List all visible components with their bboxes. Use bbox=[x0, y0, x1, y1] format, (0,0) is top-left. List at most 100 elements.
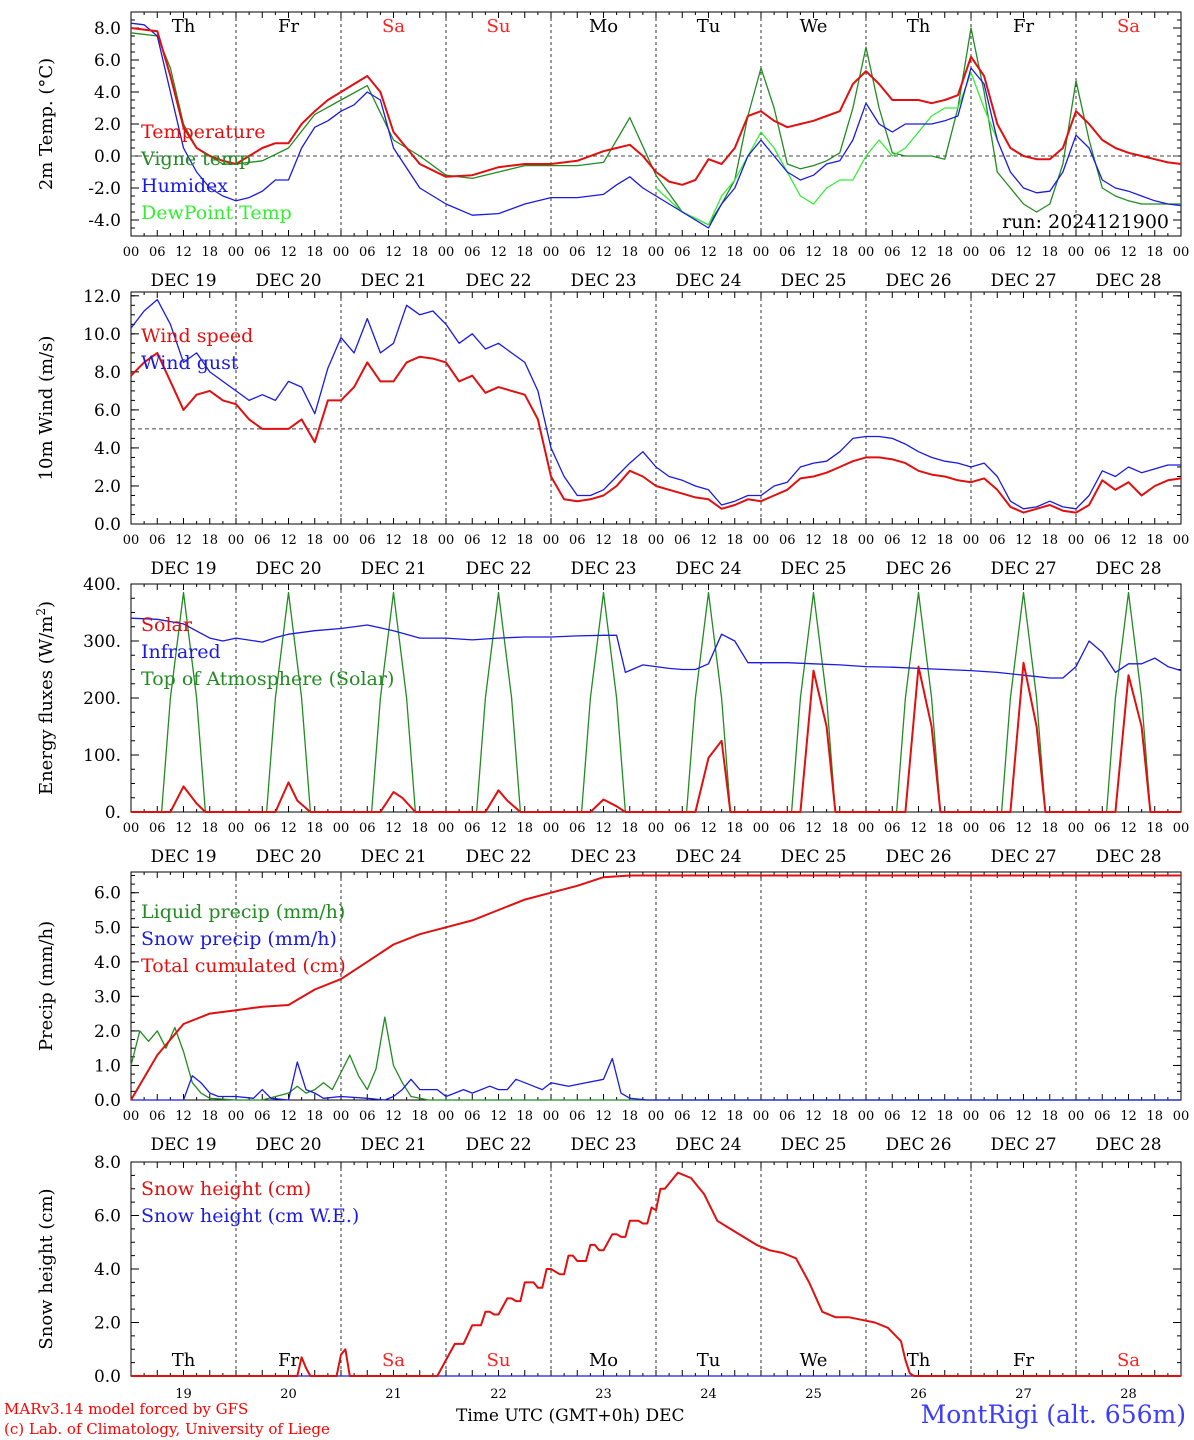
hour-tick-label: 18 bbox=[201, 533, 218, 548]
y-tick-label: 0.0 bbox=[94, 1091, 121, 1111]
y-tick-label: 4.0 bbox=[94, 439, 121, 459]
legend-entry: Total cumulated (cm) bbox=[141, 955, 346, 977]
y-tick-label: 8.0 bbox=[94, 1153, 121, 1173]
hour-tick-label: 18 bbox=[831, 1109, 848, 1124]
hour-tick-label: 12 bbox=[1120, 1109, 1137, 1124]
date-label: DEC 23 bbox=[570, 1135, 636, 1155]
hour-tick-label: 06 bbox=[359, 821, 376, 836]
day-number-label: 24 bbox=[700, 1387, 717, 1402]
superscript: 2 bbox=[34, 608, 48, 616]
hour-tick-label: 18 bbox=[516, 245, 533, 260]
date-label: DEC 20 bbox=[255, 847, 321, 867]
hour-tick-label: 18 bbox=[1146, 1109, 1163, 1124]
hour-tick-label: 12 bbox=[595, 245, 612, 260]
day-number-label: 27 bbox=[1015, 1387, 1032, 1402]
y-tick-label: 0. bbox=[105, 803, 121, 823]
hour-tick-label: 06 bbox=[359, 245, 376, 260]
hour-tick-label: 18 bbox=[516, 533, 533, 548]
hour-tick-label: 12 bbox=[490, 821, 507, 836]
hour-tick-label: 12 bbox=[490, 1109, 507, 1124]
hour-tick-label: 18 bbox=[726, 1109, 743, 1124]
series-line bbox=[131, 591, 1181, 813]
y-tick-label: 8.0 bbox=[94, 19, 121, 39]
date-label: DEC 24 bbox=[675, 559, 741, 579]
hour-tick-label: 12 bbox=[910, 245, 927, 260]
hour-tick-label: 18 bbox=[621, 821, 638, 836]
y-axis-label: Energy fluxes (W/m2) bbox=[34, 601, 57, 795]
hour-tick-label: 00 bbox=[123, 1109, 140, 1124]
station-name: MontRigi (alt. 656m) bbox=[920, 1400, 1186, 1429]
hour-tick-label: 12 bbox=[385, 821, 402, 836]
weekday-label: Th bbox=[907, 1350, 931, 1371]
y-axis-label: Snow height (cm) bbox=[36, 1188, 57, 1349]
y-tick-label: 2.0 bbox=[94, 1022, 121, 1042]
panel-2: 00 06 12 18 00 06 12 18 00 06 12 18 00 06 12 18 00 06 12 18… bbox=[36, 287, 1189, 579]
panel-4: 00 06 12 18 00 06 12 18 00 06 12 18 00 06 12 18 00 06 12 18… bbox=[36, 871, 1190, 1155]
hour-tick-label: 12 bbox=[910, 533, 927, 548]
y-tick-label: 2.0 bbox=[94, 1314, 121, 1334]
hour-tick-label: 00 bbox=[858, 245, 875, 260]
y-tick-label: 2.0 bbox=[94, 477, 121, 497]
hour-tick-label: 06 bbox=[359, 533, 376, 548]
day-number-label: 21 bbox=[385, 1387, 402, 1402]
date-label: DEC 26 bbox=[885, 559, 951, 579]
hour-tick-label: 00 bbox=[1173, 1109, 1190, 1124]
hour-tick-label: 06 bbox=[149, 533, 166, 548]
hour-tick-label: 06 bbox=[464, 245, 481, 260]
date-label: DEC 28 bbox=[1095, 271, 1161, 291]
hour-tick-label: 12 bbox=[700, 821, 717, 836]
hour-tick-label: 00 bbox=[1173, 533, 1190, 548]
hour-tick-label: 18 bbox=[1146, 533, 1163, 548]
legend-entry: Liquid precip (mm/h) bbox=[141, 901, 345, 923]
y-tick-label: 4.0 bbox=[94, 1260, 121, 1280]
series-line bbox=[130, 874, 1181, 1101]
hour-tick-label: 12 bbox=[280, 533, 297, 548]
day-number-label: 23 bbox=[595, 1387, 612, 1402]
date-label: DEC 25 bbox=[780, 559, 846, 579]
weekday-label: Fr bbox=[278, 1350, 299, 1371]
series-line bbox=[130, 22, 1182, 229]
hour-tick-label: 06 bbox=[254, 533, 271, 548]
series-line bbox=[131, 661, 1181, 813]
weekday-label: Th bbox=[172, 16, 196, 37]
date-label: DEC 23 bbox=[570, 271, 636, 291]
weekday-label: Sa bbox=[1117, 1350, 1140, 1371]
hour-tick-label: 00 bbox=[753, 533, 770, 548]
hour-tick-label: 18 bbox=[201, 821, 218, 836]
day-number-label: 25 bbox=[805, 1387, 822, 1402]
hour-tick-label: 18 bbox=[1041, 821, 1058, 836]
y-tick-label: 0.0 bbox=[94, 147, 121, 167]
hour-tick-label: 00 bbox=[963, 1109, 980, 1124]
hour-tick-label: 18 bbox=[936, 1109, 953, 1124]
hour-tick-label: 18 bbox=[726, 533, 743, 548]
hour-tick-label: 00 bbox=[543, 1109, 560, 1124]
hour-tick-label: 00 bbox=[543, 533, 560, 548]
series-line bbox=[130, 351, 1182, 514]
date-label: DEC 27 bbox=[990, 1135, 1056, 1155]
hour-tick-label: 18 bbox=[831, 821, 848, 836]
hour-tick-label: 12 bbox=[385, 1109, 402, 1124]
hour-tick-label: 18 bbox=[306, 533, 323, 548]
legend-entry: Snow precip (mm/h) bbox=[141, 928, 337, 950]
date-label: DEC 27 bbox=[990, 847, 1056, 867]
hour-tick-label: 18 bbox=[411, 1109, 428, 1124]
legend-entry: Humidex bbox=[141, 175, 228, 197]
y-axis-label: 2m Temp. (°C) bbox=[36, 58, 57, 190]
hour-tick-label: 00 bbox=[753, 245, 770, 260]
y-tick-label: 3.0 bbox=[94, 987, 121, 1007]
hour-tick-label: 12 bbox=[595, 821, 612, 836]
date-label: DEC 27 bbox=[990, 559, 1056, 579]
hour-tick-label: 18 bbox=[1041, 245, 1058, 260]
date-label: DEC 20 bbox=[255, 559, 321, 579]
weekday-label: Fr bbox=[1013, 16, 1034, 37]
hour-tick-label: 12 bbox=[805, 821, 822, 836]
hour-tick-label: 06 bbox=[674, 533, 691, 548]
hour-tick-label: 06 bbox=[569, 245, 586, 260]
weekday-label: Sa bbox=[382, 16, 405, 37]
date-label: DEC 21 bbox=[360, 1135, 426, 1155]
hour-tick-label: 12 bbox=[175, 821, 192, 836]
hour-tick-label: 12 bbox=[490, 245, 507, 260]
weekday-label: We bbox=[800, 16, 828, 37]
date-label: DEC 19 bbox=[150, 271, 216, 291]
hour-tick-label: 00 bbox=[648, 821, 665, 836]
